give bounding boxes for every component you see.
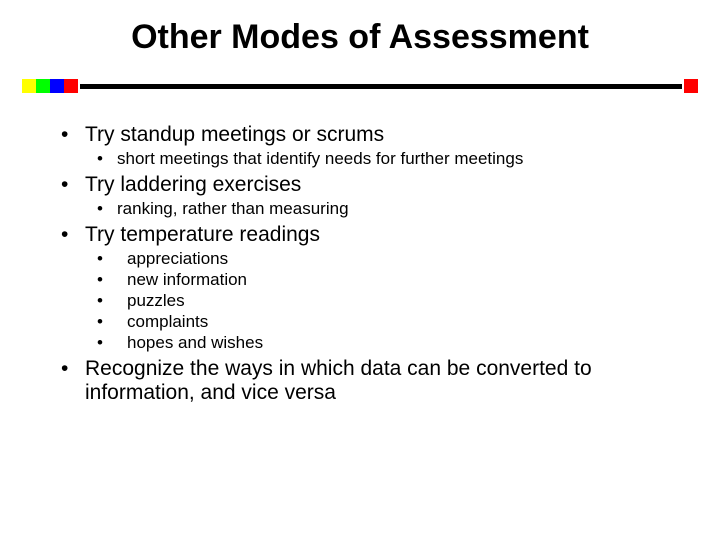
bullet-l2: puzzles [55,291,690,311]
bullet-l2: complaints [55,312,690,332]
bullet-l2: new information [55,270,690,290]
bullet-l2: ranking, rather than measuring [55,199,690,219]
divider-square-yellow [22,79,36,93]
divider-square-end [684,79,698,93]
divider-square-blue [50,79,64,93]
bullet-l1: Try temperature readings [55,223,690,247]
bullet-l1: Recognize the ways in which data can be … [55,357,690,405]
bullet-l1: Try standup meetings or scrums [55,123,690,147]
bullet-l1: Try laddering exercises [55,173,690,197]
divider-square-red [64,79,78,93]
divider-square-green [36,79,50,93]
bullet-l2: hopes and wishes [55,333,690,353]
divider-bar [80,84,682,89]
bullet-l2: appreciations [55,249,690,269]
bullet-list: Try standup meetings or scrums short mee… [0,123,720,405]
bullet-l2: short meetings that identify needs for f… [55,149,690,169]
divider [0,79,720,93]
slide-title: Other Modes of Assessment [0,18,720,57]
